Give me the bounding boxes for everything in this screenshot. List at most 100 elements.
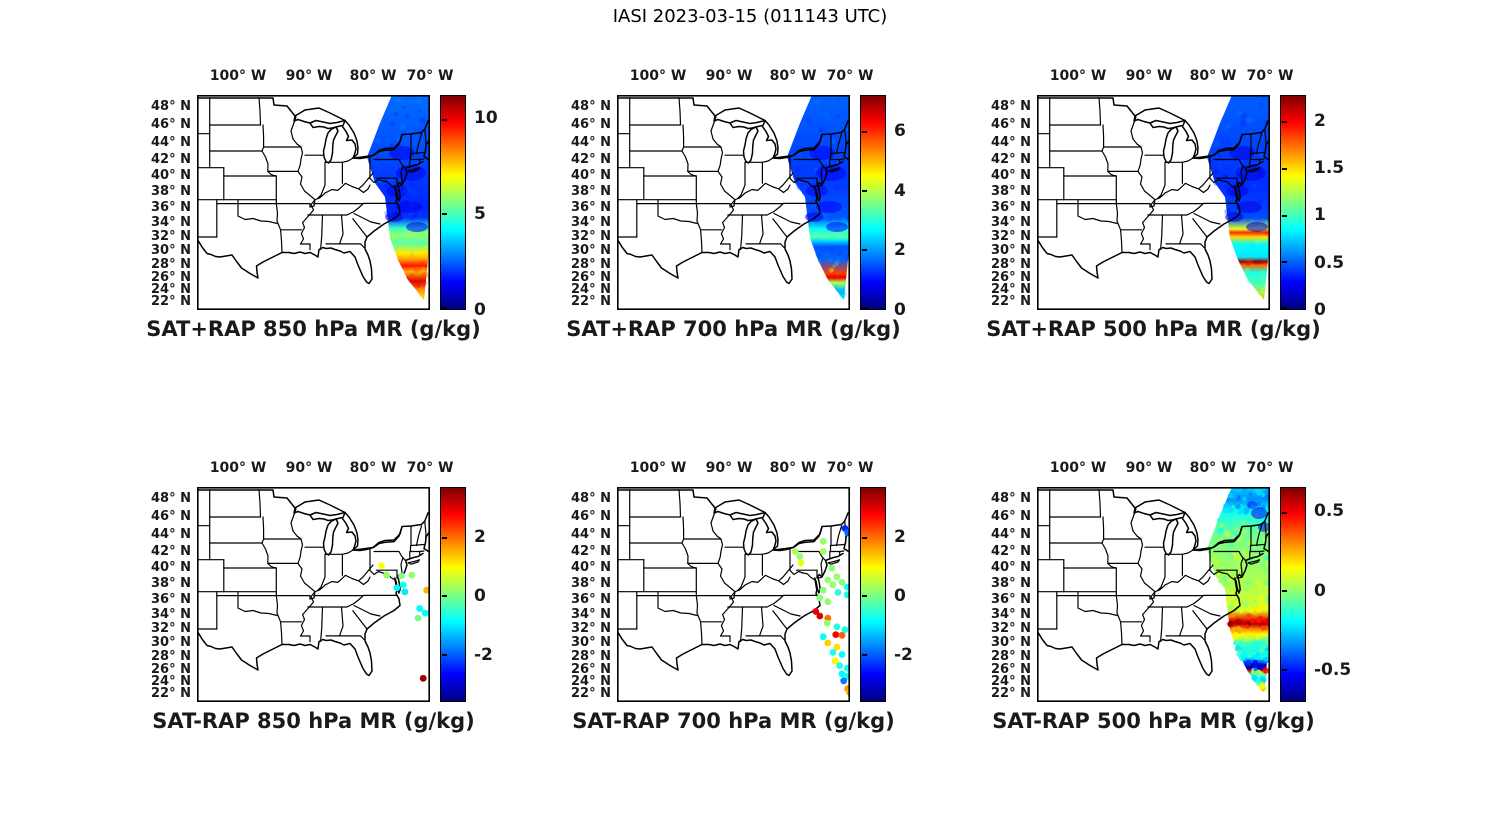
us-map <box>197 95 430 310</box>
us-map <box>197 487 430 702</box>
lon-tick-label: 100° W <box>209 68 267 84</box>
lat-tick-label: 38° N <box>571 576 611 591</box>
lon-tick-label: 100° W <box>629 460 687 476</box>
lon-tick-label: 80° W <box>769 460 817 476</box>
lat-tick-label: 36° N <box>991 591 1031 607</box>
lat-tick-label: 22° N <box>151 686 191 701</box>
colorbar-tick <box>442 213 447 216</box>
lat-tick-label: 26° N <box>571 661 611 677</box>
axes-box <box>1037 487 1270 702</box>
colorbar-tick-label: -2 <box>894 644 913 665</box>
lat-tick-label: 34° N <box>151 214 191 230</box>
us-map <box>1037 95 1270 310</box>
figure-title: IASI 2023-03-15 (011143 UTC) <box>612 6 888 27</box>
lat-tick-label: 48° N <box>571 99 611 114</box>
lat-tick-label: 24° N <box>571 674 611 689</box>
us-map <box>1037 487 1270 702</box>
map-panel-1: 100° W 90° W 80° W 70° W 48° N 46° N 44° N 42° … <box>137 55 607 360</box>
coastlines <box>1037 489 1270 677</box>
us-map <box>617 487 850 702</box>
lat-tick-label: 26° N <box>991 269 1031 285</box>
lat-tick-label: 42° N <box>991 543 1031 559</box>
coastlines <box>617 97 850 285</box>
lon-tick-label: 100° W <box>1049 460 1107 476</box>
lat-tick-label: 30° N <box>151 243 191 258</box>
lat-tick-label: 46° N <box>151 509 191 524</box>
state-borders <box>617 97 847 254</box>
coastlines <box>617 489 850 677</box>
lat-tick-label: 48° N <box>571 491 611 506</box>
lat-tick-label: 46° N <box>991 117 1031 132</box>
colorbar-tick <box>442 537 447 540</box>
state-borders <box>617 489 847 646</box>
colorbar-tick <box>862 595 867 598</box>
lat-tick-label: 44° N <box>151 526 191 542</box>
lat-tick-label: 30° N <box>991 635 1031 650</box>
colorbar-tick <box>1282 261 1287 264</box>
map-panel-3: 100° W 90° W 80° W 70° W 48° N 46° N 44° N 42° … <box>977 55 1447 360</box>
lat-tick-label: 22° N <box>571 686 611 701</box>
lat-tick-label: 30° N <box>991 243 1031 258</box>
lat-tick-label: 48° N <box>151 491 191 506</box>
lat-tick-label: 26° N <box>571 269 611 285</box>
lat-tick-label: 44° N <box>571 134 611 150</box>
colorbar-tick-label: 0.5 <box>1314 500 1345 521</box>
panel-title: SAT-RAP 700 hPa MR (g/kg) <box>572 709 895 733</box>
colorbar <box>860 95 886 310</box>
lat-tick-label: 40° N <box>571 168 611 183</box>
lat-tick-label: 36° N <box>151 199 191 215</box>
lat-tick-label: 46° N <box>151 117 191 132</box>
lat-tick-label: 40° N <box>991 168 1031 183</box>
colorbar-tick-label: 0 <box>1314 580 1326 601</box>
lon-tick-label: 90° W <box>705 460 753 476</box>
colorbar-tick-label: 0.5 <box>1314 252 1345 273</box>
lat-tick-label: 24° N <box>151 674 191 689</box>
lat-tick-label: 24° N <box>151 282 191 297</box>
colorbar-tick <box>862 190 867 193</box>
lon-tick-label: 70° W <box>1246 68 1294 84</box>
lat-tick-label: 26° N <box>151 269 191 285</box>
colorbar-tick <box>1282 511 1287 514</box>
lon-tick-label: 80° W <box>349 460 397 476</box>
colorbar-tick-label: 0 <box>894 585 906 606</box>
axes-box <box>617 487 850 702</box>
lat-tick-label: 42° N <box>991 151 1031 167</box>
state-borders <box>197 97 427 254</box>
lat-tick-label: 26° N <box>991 661 1031 677</box>
lon-tick-label: 70° W <box>406 68 454 84</box>
lat-tick-label: 34° N <box>991 606 1031 622</box>
lon-tick-label: 80° W <box>1189 460 1237 476</box>
lon-tick-label: 90° W <box>285 68 333 84</box>
colorbar-tick <box>862 249 867 252</box>
map-panel-5: 100° W 90° W 80° W 70° W 48° N 46° N 44° N 42° … <box>557 447 1027 752</box>
map-panel-2: 100° W 90° W 80° W 70° W 48° N 46° N 44° N 42° … <box>557 55 1027 360</box>
lat-tick-label: 26° N <box>151 661 191 677</box>
colorbar <box>440 487 466 702</box>
satellite-swath <box>787 95 850 300</box>
lat-tick-label: 32° N <box>991 229 1031 244</box>
lat-tick-label: 38° N <box>151 576 191 591</box>
observation-dots <box>791 525 850 696</box>
lon-tick-label: 100° W <box>629 68 687 84</box>
colorbar <box>1280 95 1306 310</box>
state-borders <box>1037 97 1267 254</box>
lat-tick-label: 22° N <box>571 294 611 309</box>
satellite-swath <box>1207 95 1270 300</box>
colorbar <box>860 487 886 702</box>
lat-tick-label: 24° N <box>991 282 1031 297</box>
colorbar-tick-label: 0 <box>474 585 486 606</box>
lat-tick-label: 24° N <box>571 282 611 297</box>
lon-tick-label: 100° W <box>1049 68 1107 84</box>
lat-tick-label: 34° N <box>571 214 611 230</box>
colorbar-tick <box>1282 214 1287 217</box>
colorbar <box>440 95 466 310</box>
colorbar-tick-label: 6 <box>894 120 906 141</box>
lat-tick-label: 42° N <box>151 543 191 559</box>
colorbar-tick-label: -2 <box>474 644 493 665</box>
lat-tick-label: 32° N <box>571 229 611 244</box>
lon-tick-label: 70° W <box>406 460 454 476</box>
panel-title: SAT+RAP 850 hPa MR (g/kg) <box>146 317 481 341</box>
lon-tick-label: 70° W <box>1246 460 1294 476</box>
colorbar-tick-label: -0.5 <box>1314 660 1352 681</box>
